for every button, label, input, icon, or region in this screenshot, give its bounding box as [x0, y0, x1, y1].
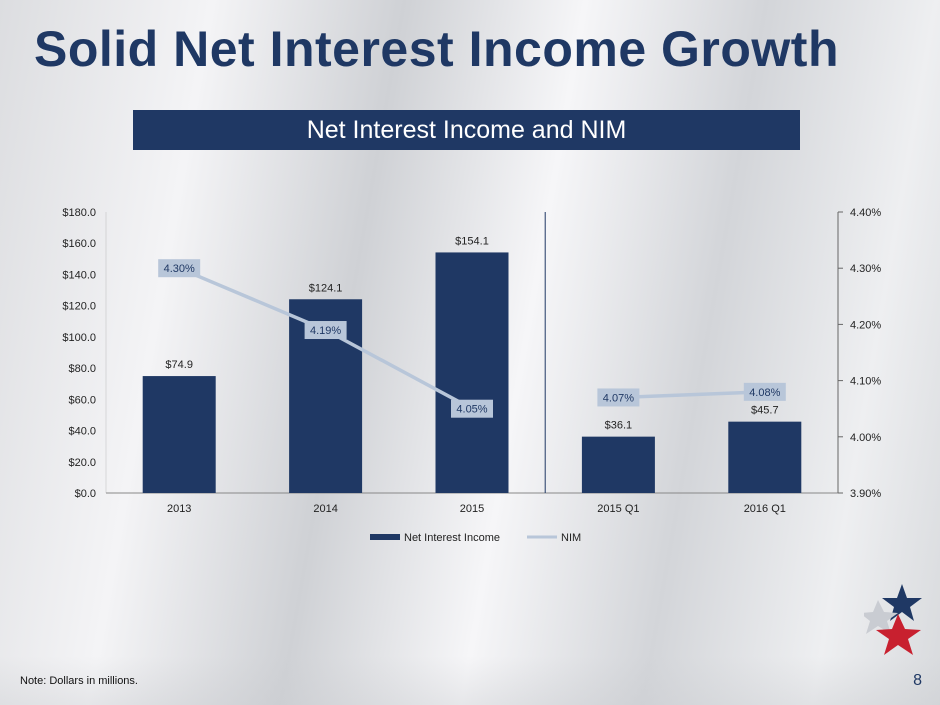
- nim-data-label: 4.30%: [164, 263, 195, 275]
- bar-net-interest-income: [435, 252, 509, 493]
- bar-data-label: $124.1: [309, 282, 343, 294]
- y-left-tick-label: $180.0: [62, 207, 96, 219]
- y-left-tick-label: $120.0: [62, 301, 96, 313]
- y-right-tick-label: 4.00%: [850, 432, 881, 444]
- nim-label-box: [158, 259, 201, 278]
- y-right-tick-label: 4.10%: [850, 376, 881, 388]
- nim-label-box: [597, 388, 640, 407]
- y-left-tick-label: $140.0: [62, 269, 96, 281]
- bar-net-interest-income: [728, 421, 802, 493]
- y-right-tick-label: 3.90%: [850, 488, 881, 500]
- nim-data-label: 4.19%: [310, 325, 341, 337]
- y-left-tick-label: $20.0: [68, 457, 96, 469]
- bar-data-label: $45.7: [751, 405, 779, 417]
- bar-data-label: $74.9: [165, 359, 193, 371]
- footnote: Note: Dollars in millions.: [20, 675, 138, 687]
- bar-net-interest-income: [142, 376, 216, 493]
- legend-swatch-net-interest-income: [370, 534, 400, 540]
- y-left-tick-label: $0.0: [75, 488, 96, 500]
- slide-title: Solid Net Interest Income Growth: [34, 21, 839, 77]
- footer-band: [0, 656, 940, 705]
- x-tick-label: 2014: [313, 503, 337, 515]
- star-logo-icon: [864, 584, 922, 655]
- page-number: 8: [913, 672, 922, 689]
- y-left-tick-label: $40.0: [68, 426, 96, 438]
- nim-data-label: 4.07%: [603, 392, 634, 404]
- y-left-tick-label: $80.0: [68, 363, 96, 375]
- y-left-tick-label: $100.0: [62, 332, 96, 344]
- y-right-tick-label: 4.40%: [850, 207, 881, 219]
- nim-data-label: 4.05%: [456, 404, 487, 416]
- legend-label-nim: NIM: [561, 532, 581, 544]
- x-tick-label: 2013: [167, 503, 191, 515]
- y-left-tick-label: $60.0: [68, 394, 96, 406]
- nim-line: [618, 390, 765, 400]
- bar-net-interest-income: [581, 436, 655, 493]
- legend-label-net-interest-income: Net Interest Income: [404, 532, 500, 544]
- nim-data-label: 4.08%: [749, 387, 780, 399]
- x-tick-label: 2015 Q1: [597, 503, 639, 515]
- bar-data-label: $36.1: [605, 420, 633, 432]
- y-right-tick-label: 4.30%: [850, 263, 881, 275]
- x-tick-label: 2016 Q1: [744, 503, 786, 515]
- chart-banner: Net Interest Income and NIM: [133, 110, 800, 150]
- nim-label-box: [451, 399, 493, 418]
- y-left-tick-label: $160.0: [62, 238, 96, 250]
- y-right-tick-label: 4.20%: [850, 319, 881, 331]
- nim-label-box: [743, 382, 786, 401]
- nim-label-box: [304, 321, 347, 340]
- bar-data-label: $154.1: [455, 235, 489, 247]
- x-tick-label: 2015: [460, 503, 484, 515]
